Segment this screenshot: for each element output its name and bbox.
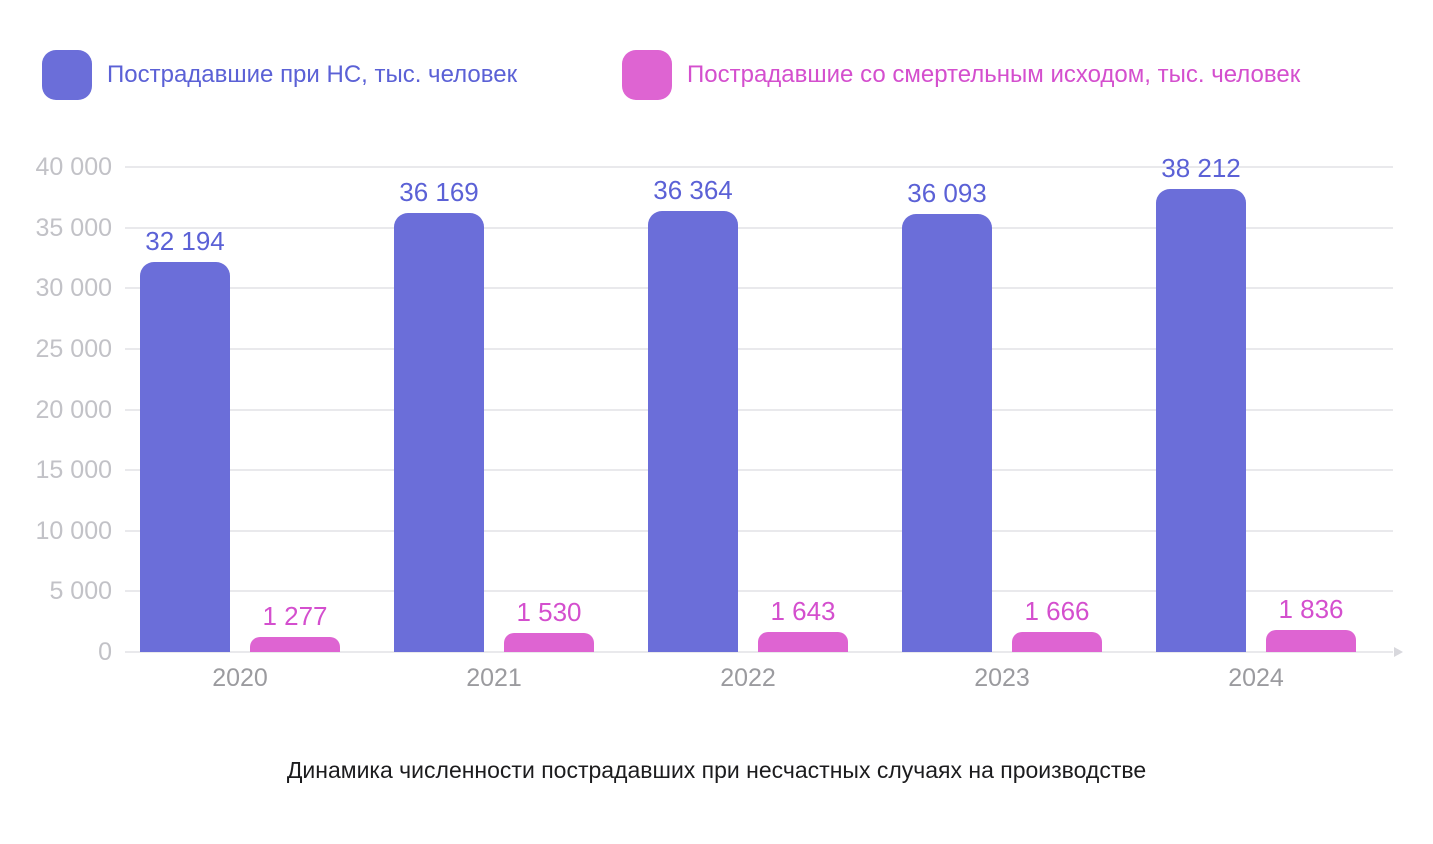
y-tick-label-5000: 5 000 — [49, 577, 112, 606]
legend-item-injured: Пострадавшие при НС, тыс. человек — [42, 50, 517, 100]
bar-value-injured-2023: 36 093 — [907, 178, 987, 209]
bar-value-injured-2020: 32 194 — [145, 225, 225, 256]
bar-value-fatal-2020: 1 277 — [262, 600, 328, 631]
y-tick-label-10000: 10 000 — [35, 516, 112, 545]
gridline-y-35000 — [125, 226, 1393, 229]
gridline-y-20000 — [125, 408, 1393, 411]
legend-swatch-fatal — [622, 50, 672, 100]
bar-injured-2022 — [648, 211, 738, 652]
gridline-y-30000 — [125, 287, 1393, 290]
y-tick-label-35000: 35 000 — [35, 213, 112, 242]
gridline-y-15000 — [125, 469, 1393, 472]
bar-fatal-2024 — [1266, 629, 1356, 652]
y-tick-label-30000: 30 000 — [35, 274, 112, 303]
gridline-y-40000 — [125, 166, 1393, 168]
gridline-y-25000 — [125, 347, 1393, 350]
bar-value-injured-2021: 36 169 — [399, 177, 479, 208]
bar-value-fatal-2022: 1 643 — [770, 596, 836, 627]
y-tick-label-0: 0 — [98, 638, 112, 666]
bar-fatal-2020 — [250, 636, 340, 652]
x-tick-label-2021: 2021 — [466, 664, 522, 692]
legend-label-injured: Пострадавшие при НС, тыс. человек — [107, 61, 518, 88]
bar-value-fatal-2021: 1 530 — [516, 597, 582, 628]
bar-value-injured-2024: 38 212 — [1161, 152, 1241, 183]
legend-label-fatal: Пострадавшие со смертельным исходом, тыс… — [687, 61, 1301, 88]
x-axis-arrow-icon — [1394, 647, 1403, 657]
y-tick-label-25000: 25 000 — [35, 334, 112, 363]
bar-value-fatal-2023: 1 666 — [1024, 595, 1090, 626]
y-tick-label-20000: 20 000 — [35, 395, 112, 424]
bar-injured-2023 — [902, 214, 992, 652]
x-tick-label-2023: 2023 — [974, 664, 1030, 692]
bar-injured-2024 — [1156, 188, 1246, 652]
bar-injured-2021 — [394, 213, 484, 652]
bar-fatal-2022 — [758, 632, 848, 652]
legend-swatch-injured — [42, 50, 92, 100]
gridline-y-5000 — [125, 590, 1393, 593]
y-tick-label-40000: 40 000 — [35, 153, 112, 181]
x-tick-label-2020: 2020 — [212, 664, 268, 692]
bar-fatal-2023 — [1012, 631, 1102, 652]
bar-fatal-2021 — [504, 633, 594, 652]
gridline-y-10000 — [125, 529, 1393, 532]
bar-value-injured-2022: 36 364 — [653, 175, 733, 206]
x-tick-label-2024: 2024 — [1228, 664, 1284, 692]
bar-value-fatal-2024: 1 836 — [1278, 593, 1344, 624]
x-tick-label-2022: 2022 — [720, 664, 776, 692]
y-tick-label-15000: 15 000 — [35, 456, 112, 485]
chart-caption: Динамика численности пострадавших при не… — [286, 757, 1147, 783]
legend-item-fatal: Пострадавшие со смертельным исходом, тыс… — [622, 50, 1300, 100]
gridline-y-0 — [125, 651, 1393, 653]
bar-injured-2020 — [140, 261, 230, 652]
